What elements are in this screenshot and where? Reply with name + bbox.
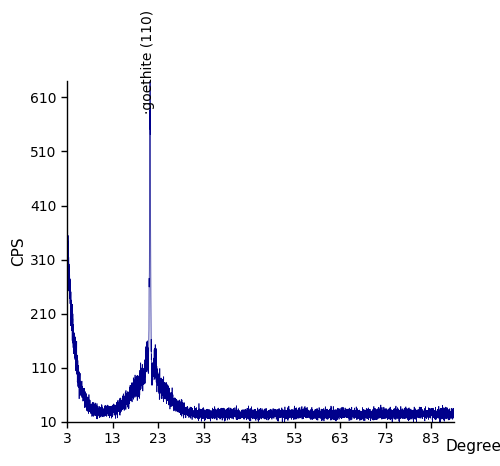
Y-axis label: CPS: CPS xyxy=(11,237,26,266)
X-axis label: Degree: Degree xyxy=(446,439,500,454)
Text: ·goethite (110): ·goethite (110) xyxy=(140,9,154,114)
